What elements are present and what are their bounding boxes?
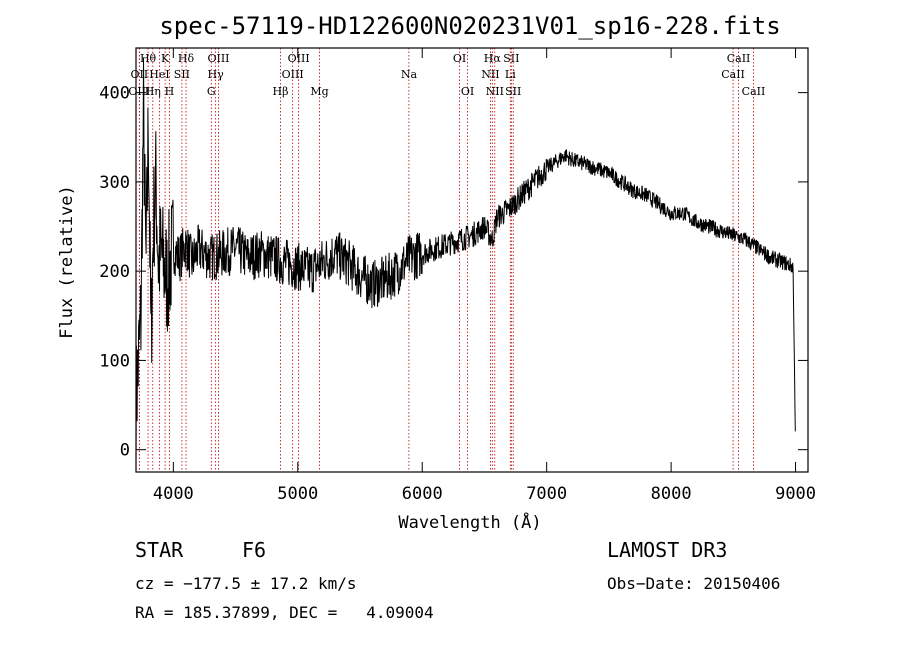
coordinates: RA = 185.37899, DEC = 4.09004: [135, 603, 434, 622]
line-marker-label: Hγ: [208, 68, 225, 81]
line-marker-label: CaII: [721, 68, 745, 81]
line-marker-label: Na: [401, 68, 418, 81]
x-axis-label: Wavelength (Å): [398, 511, 541, 533]
line-marker-label: NII: [481, 68, 499, 81]
plot-frame: [135, 47, 809, 473]
y-tick-label: 0: [120, 441, 130, 461]
line-marker-label: G: [207, 85, 216, 98]
line-marker-label: OIII: [207, 52, 229, 65]
survey-name: LAMOST DR3: [607, 538, 728, 562]
y-tick-label: 100: [99, 351, 130, 371]
line-marker-label: H: [165, 85, 175, 98]
line-marker-label: Hβ: [273, 85, 289, 98]
flux-series-line: [135, 57, 796, 468]
line-marker-label: Hθ: [140, 52, 157, 65]
x-tick-label: 5000: [277, 484, 318, 504]
y-tick-label: 200: [99, 262, 130, 282]
line-marker-label: NII: [486, 85, 504, 98]
y-tick-label: 400: [99, 84, 130, 104]
line-marker-label: Li: [505, 68, 516, 81]
chart-title: spec-57119-HD122600N020231V01_sp16-228.f…: [159, 12, 780, 40]
y-axis-label: Flux (relative): [57, 185, 77, 339]
x-tick-label: 9000: [775, 484, 816, 504]
line-marker-label: Hα: [484, 52, 502, 65]
line-marker-label: OIII: [288, 52, 310, 65]
x-axis-ticks: 4000 5000 6000 7000 8000 9000: [153, 48, 816, 504]
x-tick-label: 7000: [526, 484, 567, 504]
y-axis-ticks: 0 100 200 300 400: [99, 84, 808, 461]
x-tick-label: 4000: [153, 484, 194, 504]
observation-date: Obs−Date: 20150406: [607, 574, 781, 593]
y-tick-label: 300: [99, 173, 130, 193]
line-marker-label: OIII: [282, 68, 304, 81]
line-marker-label: Hη: [145, 85, 161, 98]
line-marker-label: SII: [503, 52, 519, 65]
line-marker-label: Hδ: [178, 52, 195, 65]
line-marker-label: SII: [505, 85, 521, 98]
x-tick-label: 8000: [651, 484, 692, 504]
line-marker-label: OI: [461, 85, 474, 98]
line-marker-label: OI: [453, 52, 466, 65]
line-marker-label: K: [161, 52, 170, 65]
redshift-velocity: cz = −177.5 ± 17.2 km/s: [135, 574, 357, 593]
line-marker-label: OIII: [128, 85, 150, 98]
object-class: STAR: [135, 538, 184, 562]
line-marker-label: CaII: [742, 85, 766, 98]
line-marker-label: SII: [174, 68, 190, 81]
x-tick-label: 6000: [402, 484, 443, 504]
line-marker-label: CaII: [727, 52, 751, 65]
line-marker-label: HeI: [149, 68, 169, 81]
object-subclass: F6: [242, 538, 267, 562]
line-marker-label: Mg: [310, 85, 328, 98]
